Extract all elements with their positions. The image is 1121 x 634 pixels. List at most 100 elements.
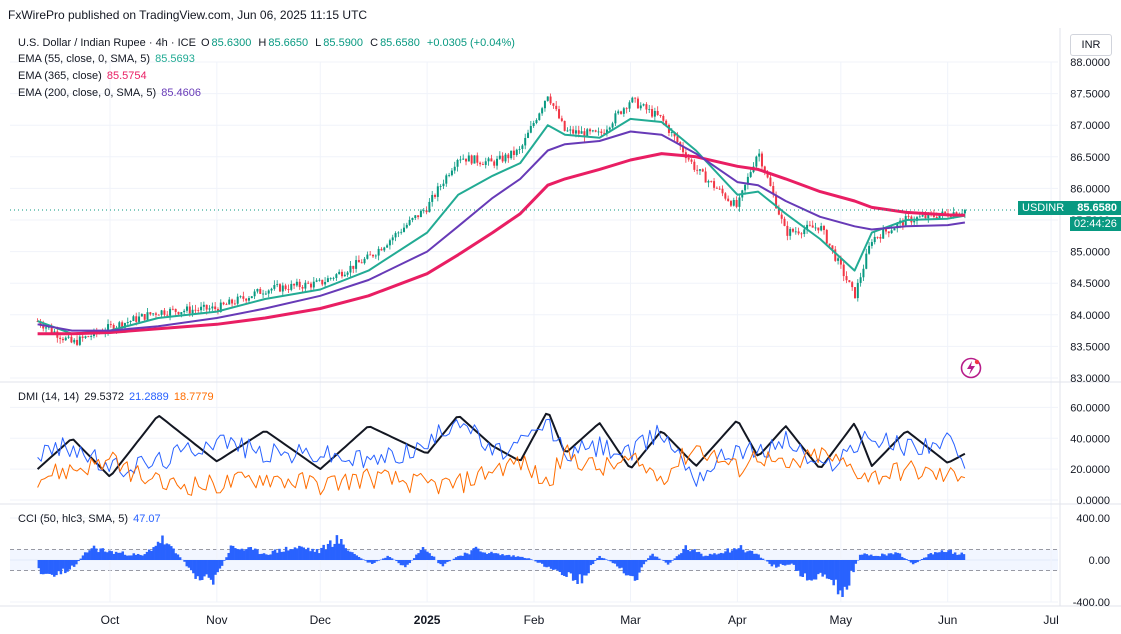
ema55-legend[interactable]: EMA (55, close, 0, SMA, 5) 85.5693 (18, 53, 197, 65)
cci-bar (627, 560, 630, 576)
candle-body (352, 265, 355, 269)
cci-bar (183, 560, 186, 562)
candle-body (132, 316, 135, 321)
cci-bar (406, 560, 409, 565)
cci-bar (121, 551, 124, 560)
candle-body (78, 336, 81, 345)
cci-bar (178, 557, 182, 560)
cci-bar (810, 560, 813, 581)
cci-bar (505, 555, 509, 560)
cci-bar (574, 560, 577, 581)
cci-legend[interactable]: CCI (50, hlc3, SMA, 5) 47.07 (18, 513, 163, 525)
cci-bar (390, 558, 394, 560)
candle-body (949, 216, 952, 218)
cci-bar (872, 556, 875, 560)
lightning-icon[interactable] (960, 357, 982, 384)
candle-body (543, 100, 546, 109)
candle-body (710, 181, 713, 182)
cci-bar (861, 554, 864, 560)
ema365-value: 85.5754 (106, 70, 147, 82)
candle-body (273, 285, 276, 289)
cci-bar (92, 545, 96, 560)
ema365-label: EMA (365, close) (18, 70, 102, 82)
cci-bar (496, 553, 500, 560)
cci-bar (863, 553, 866, 560)
cci-bar (593, 560, 597, 561)
candle-body (583, 131, 586, 137)
candle-body (901, 220, 904, 226)
candle-body (763, 166, 766, 173)
cci-bar (353, 553, 356, 560)
cci-bar (958, 554, 961, 560)
cci-bar (331, 546, 334, 560)
cci-bar (134, 554, 138, 560)
ema200-legend[interactable]: EMA (200, close, 0, SMA, 5) 85.4606 (18, 87, 203, 99)
candle-body (589, 129, 592, 132)
ohlc-close-label: C (370, 37, 379, 49)
dmi-legend[interactable]: DMI (14, 14) 29.5372 21.2889 18.7779 (18, 391, 216, 403)
cci-bar (364, 560, 367, 561)
cci-bar (203, 560, 206, 577)
cci-bar (293, 547, 297, 560)
candle-body (884, 229, 887, 232)
cci-bar (889, 553, 893, 560)
candle-body (386, 245, 389, 248)
cci-bar (295, 548, 299, 560)
cci-bar (196, 560, 200, 577)
cci-bar (123, 554, 127, 560)
cci-bar (128, 555, 131, 560)
cci-bar (905, 559, 908, 560)
cci-bar (699, 553, 703, 560)
candle-body (391, 237, 394, 241)
cci-bar (426, 551, 429, 560)
cci-bar (267, 554, 270, 560)
cci-bar (576, 560, 579, 584)
candle-body (507, 154, 510, 159)
candle-body (676, 136, 679, 143)
cci-bar (401, 560, 405, 566)
cci-bar (735, 549, 738, 560)
currency-button[interactable]: INR (1070, 34, 1112, 56)
cci-bar (903, 558, 906, 560)
cci-bar (309, 551, 312, 560)
candle-body (225, 304, 228, 306)
cci-bar (847, 560, 851, 586)
cci-bar (340, 539, 343, 560)
cci-bar (666, 560, 670, 565)
cci-bar (474, 546, 478, 560)
cci-bar (567, 560, 570, 573)
cci-bar (64, 560, 67, 574)
candle-body (177, 311, 180, 315)
candle-body (81, 336, 84, 338)
candle-body (171, 308, 174, 310)
candle-body (868, 245, 871, 254)
cci-bar (432, 556, 436, 560)
candle-body (61, 338, 64, 341)
candle-body (789, 228, 792, 236)
cci-bar (752, 553, 756, 560)
ema365-legend[interactable]: EMA (365, close) 85.5754 (18, 70, 149, 82)
cci-bar (914, 560, 917, 564)
candle-body (247, 298, 250, 301)
candle-body (918, 216, 921, 218)
cci-bar (775, 560, 778, 568)
candle-body (50, 326, 53, 333)
cci-bar (953, 552, 957, 560)
cci-bar (399, 560, 403, 566)
cci-bar (816, 560, 820, 575)
cci-bar (512, 555, 515, 560)
candle-body (772, 186, 775, 195)
candle-body (560, 118, 563, 121)
ema55-label: EMA (55, close, 0, SMA, 5) (18, 53, 151, 65)
candle-body (183, 310, 186, 313)
cci-bar (605, 559, 608, 560)
cci-bar (448, 560, 451, 562)
candle-body (276, 284, 279, 286)
candle-body (535, 120, 538, 124)
cci-bar (366, 560, 370, 563)
cci-bar (77, 560, 80, 562)
cci-bar (556, 560, 559, 571)
cci-bar (384, 557, 387, 560)
cci-bar (479, 551, 482, 560)
